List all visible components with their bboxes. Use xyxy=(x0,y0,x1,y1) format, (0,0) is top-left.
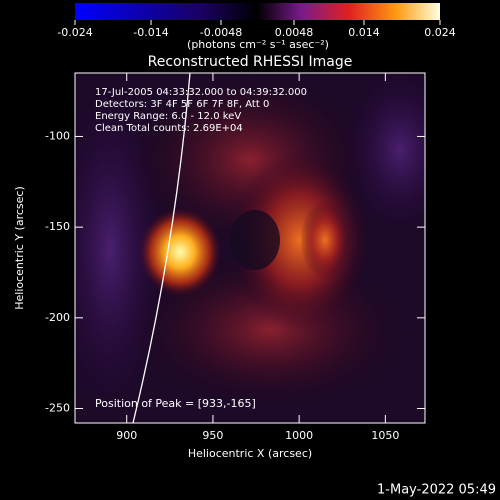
x-tick-label: 900 xyxy=(116,429,137,442)
colorbar xyxy=(75,3,440,20)
y-tick-label: -150 xyxy=(45,220,70,233)
y-axis-label: Heliocentric Y (arcsec) xyxy=(13,186,26,310)
image xyxy=(75,73,425,423)
plot-frame xyxy=(74,72,426,424)
annotation: Detectors: 3F 4F 5F 6F 7F 8F, Att 0 xyxy=(95,99,269,110)
x-axis-label: Heliocentric X (arcsec) xyxy=(188,447,312,460)
annotation: 17-Jul-2005 04:33:32.000 to 04:39:32.000 xyxy=(95,87,307,98)
annotation: Clean Total counts: 2.69E+04 xyxy=(95,123,243,134)
colorbar-tick-label: -0.014 xyxy=(133,26,168,39)
x-tick-label: 950 xyxy=(202,429,223,442)
y-tick-label: -250 xyxy=(45,401,70,414)
timestamp: 1-May-2022 05:49 xyxy=(377,483,496,498)
annotation: Energy Range: 6.0 - 12.0 keV xyxy=(95,111,241,122)
peak-label: Position of Peak = [933,-165] xyxy=(95,397,256,410)
colorbar-label: (photons cm⁻² s⁻¹ asec⁻²) xyxy=(187,38,329,51)
colorbar-tick-label: -0.0048 xyxy=(200,26,242,39)
chart-title: Reconstructed RHESSI Image xyxy=(148,54,353,70)
colorbar-tick-label: 0.024 xyxy=(424,26,456,39)
colorbar-tick-label: 0.0048 xyxy=(275,26,314,39)
colorbar-tick-label: 0.014 xyxy=(348,26,380,39)
x-tick-label: 1050 xyxy=(371,429,399,442)
x-tick-label: 1000 xyxy=(285,429,313,442)
y-tick-label: -100 xyxy=(45,129,70,142)
colorbar-tick-label: -0.024 xyxy=(57,26,92,39)
y-tick-label: -200 xyxy=(45,311,70,324)
